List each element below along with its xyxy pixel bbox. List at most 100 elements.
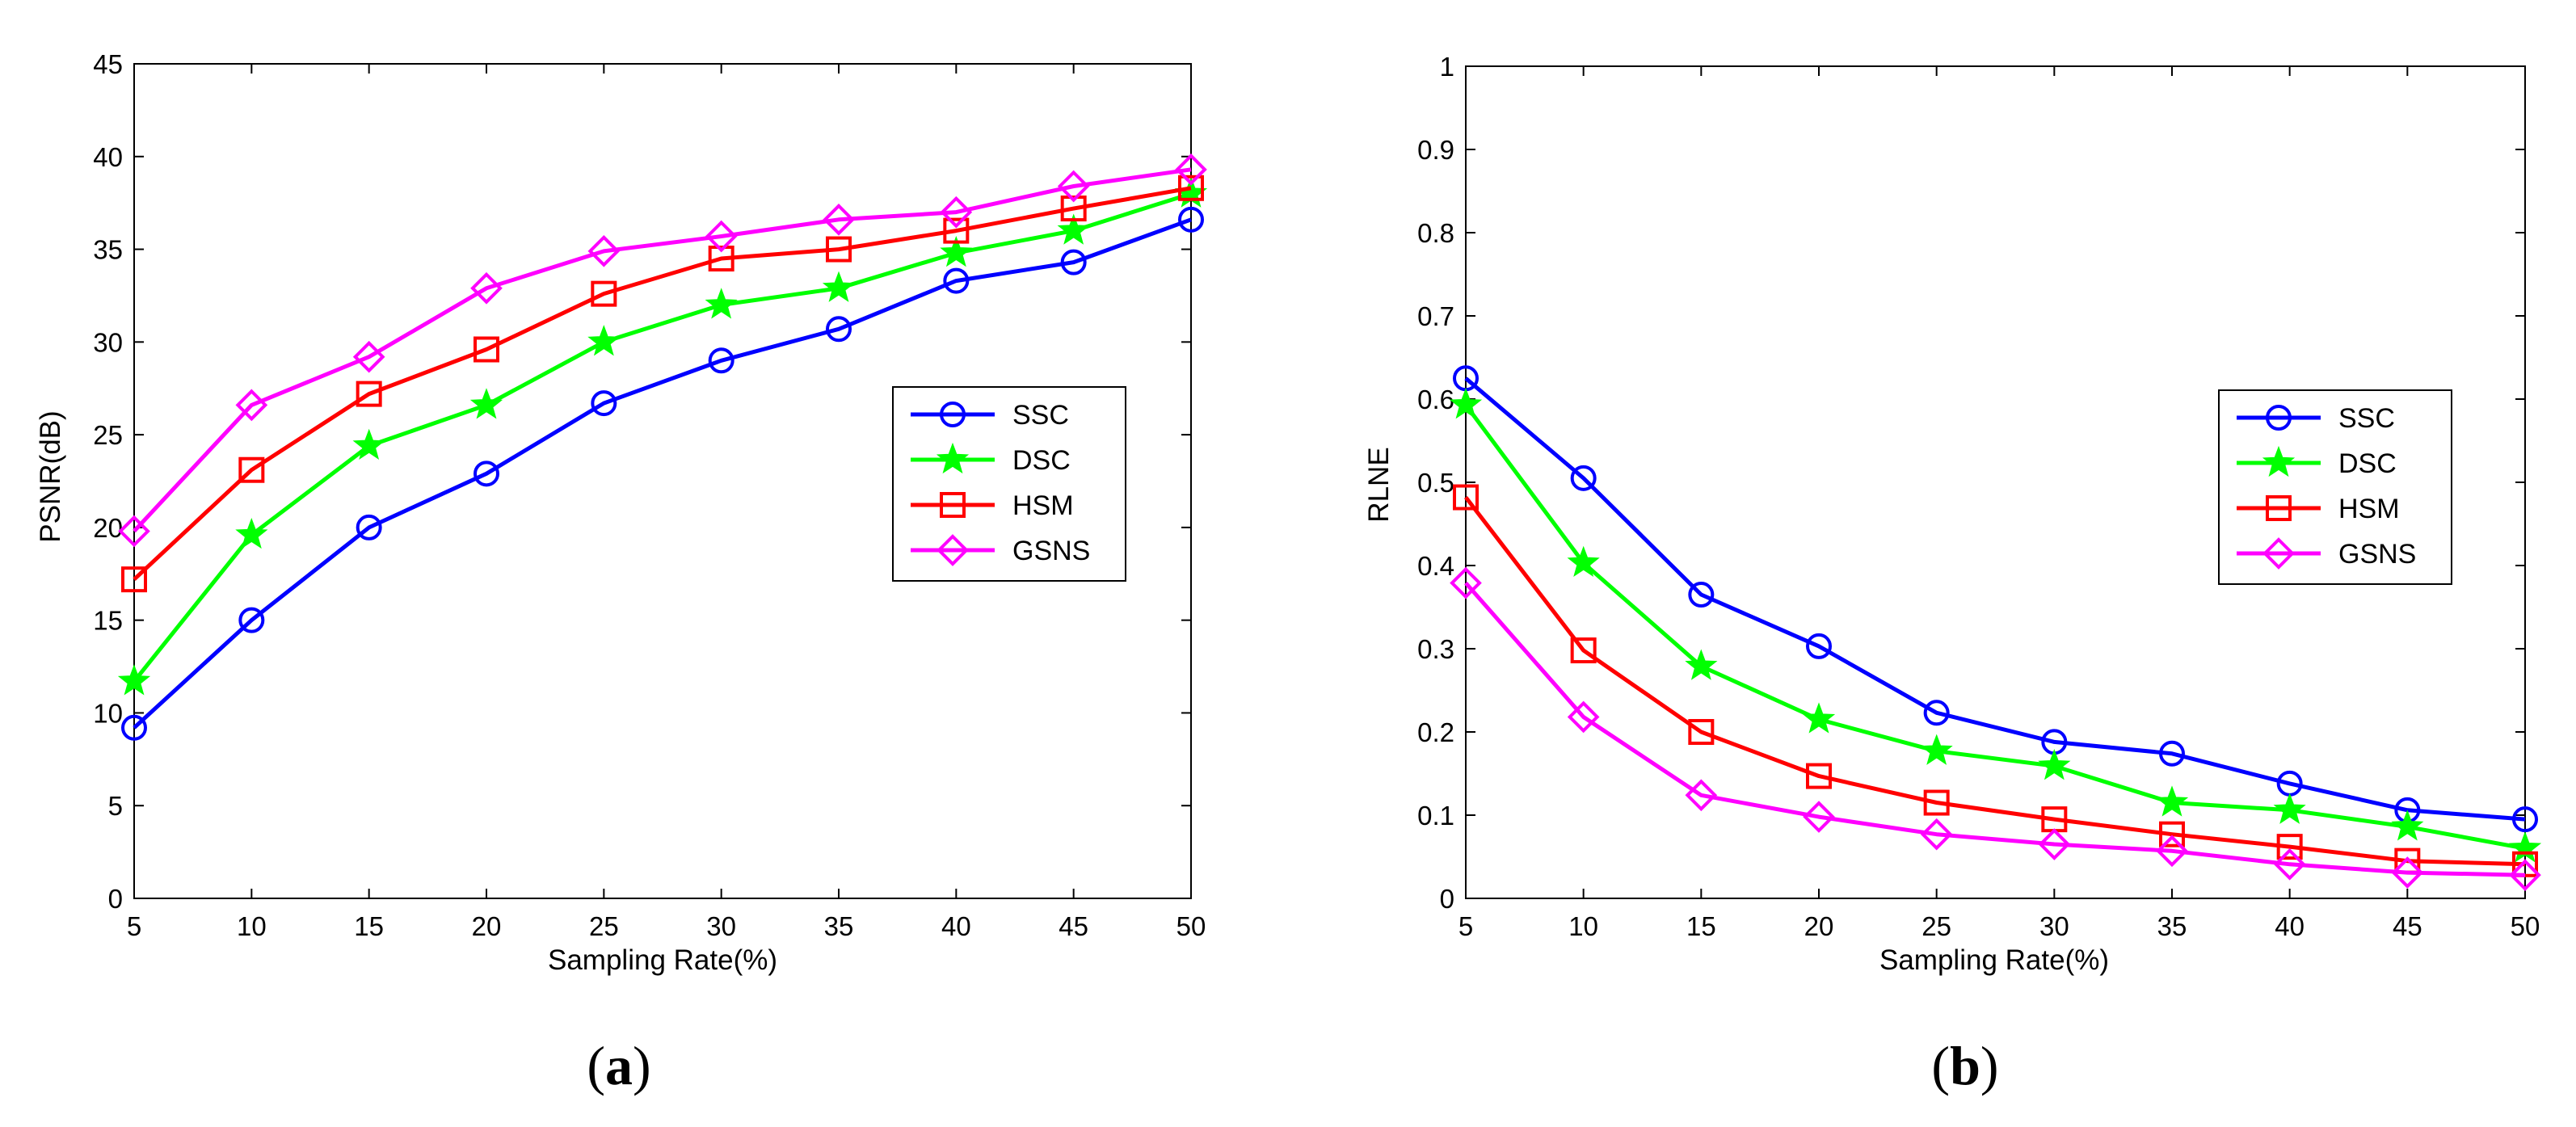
chart-b-legend-marker-ssc (2266, 405, 2292, 431)
chart-a-ytick-label: 0 (108, 884, 123, 914)
chart-a-data-point-ssc (121, 714, 147, 741)
chart-a-data-point-dsc (940, 235, 973, 267)
chart-a-data-point-ssc (708, 347, 734, 374)
chart-a-ytick-label: 5 (108, 791, 123, 821)
chart-a-data-point-ssc (238, 607, 265, 633)
chart-a-data-point-gsns (1057, 170, 1090, 203)
chart-a-data-point-hsm (826, 236, 852, 263)
chart-a-data-point-gsns (587, 235, 621, 267)
chart-b-data-point-ssc (1923, 700, 1950, 726)
chart-a-series-dsc (117, 176, 1208, 696)
chart-a-xtick-label: 35 (824, 911, 854, 941)
chart-a-data-point-hsm (708, 246, 734, 272)
chart-a-data-point-hsm (356, 381, 382, 407)
chart-b-ytick-label: 0 (1440, 884, 1454, 914)
chart-a-xtick-label: 50 (1176, 911, 1206, 941)
chart-a-data-point-gsns (940, 196, 973, 229)
chart-a-ytick-label: 40 (93, 142, 123, 172)
chart-b-legend-marker-hsm (2266, 495, 2292, 521)
chart-a-caption-open: ( (587, 1035, 605, 1096)
chart-b-series-gsns (1450, 566, 2541, 891)
chart-b-ytick-label: 0.1 (1417, 801, 1454, 831)
chart-b-data-point-hsm (1453, 484, 1479, 511)
chart-a-data-point-hsm (1060, 196, 1087, 222)
chart-b-caption-open: ( (1931, 1035, 1950, 1096)
chart-a-data-point-hsm (238, 456, 265, 483)
chart-a-ytick-label: 30 (93, 327, 123, 357)
chart-b-legend-marker-gsns (2262, 537, 2295, 570)
chart-b-data-point-hsm (2512, 851, 2538, 877)
chart-a-series-gsns (118, 153, 1207, 548)
chart-a-data-point-gsns (823, 203, 855, 236)
chart-a-caption-letter: a (605, 1035, 633, 1096)
chart-b-data-point-ssc (2512, 806, 2538, 833)
chart-a-xtick-label: 10 (237, 911, 267, 941)
chart-a-series-line-dsc (133, 191, 1192, 683)
chart-b-xtick-label: 10 (1568, 911, 1598, 941)
chart-a: 5 10 15 20 25 30 35 40 45 50051015202530354045Sam… (35, 49, 1208, 1096)
chart-b-xtick-label: 50 (2511, 911, 2540, 941)
chart-b-data-point-dsc (1567, 545, 1600, 578)
chart-a-series-line-hsm (133, 186, 1192, 582)
chart-b-series-dsc (1449, 388, 2542, 863)
chart-b-data-point-gsns (1920, 818, 1953, 851)
chart-b-data-point-dsc (2391, 810, 2424, 841)
chart-b-ytick-label: 1 (1440, 52, 1454, 82)
chart-a-series-ssc (121, 206, 1204, 741)
chart-a-data-point-gsns (352, 340, 385, 373)
chart-b-xtick-label: 25 (1921, 911, 1951, 941)
chart-b-data-point-dsc (1685, 649, 1718, 680)
chart-b-ytick-label: 0.6 (1417, 385, 1454, 414)
chart-b-data-point-dsc (2038, 749, 2071, 780)
chart-b-legend-marker-dsc (2262, 445, 2296, 477)
chart-a-legend-label-gsns: GSNS (1012, 536, 1090, 566)
chart-b-data-point-gsns (2391, 856, 2424, 889)
chart-a-series-line-gsns (133, 167, 1192, 533)
chart-a-legend-marker-dsc (936, 442, 970, 474)
chart-b-data-point-gsns (1450, 566, 1482, 599)
chart-b-xtick-label: 40 (2275, 911, 2305, 941)
chart-b-xtick-label: 20 (1804, 911, 1834, 941)
chart-a-ytick-label: 10 (93, 698, 123, 728)
chart-b-ytick-label: 0.9 (1417, 135, 1454, 165)
chart-a-data-point-hsm (1178, 175, 1204, 201)
chart-a-data-point-dsc (352, 428, 385, 460)
chart-b-data-point-dsc (1449, 388, 1483, 419)
chart-b-series-line-dsc (1463, 403, 2526, 851)
chart-b-legend-label-hsm: HSM (2338, 494, 2400, 524)
chart-b-xtick-label: 15 (1686, 911, 1716, 941)
chart-a-data-point-ssc (1178, 206, 1204, 233)
chart-b-ytick-label: 0.2 (1417, 717, 1454, 747)
chart-a-xtick-label: 15 (354, 911, 384, 941)
chart-b-data-point-gsns (2038, 828, 2071, 860)
chart-a-legend-marker-gsns (937, 534, 969, 566)
chart-b-data-point-hsm (1806, 763, 1832, 789)
chart-b-legend-label-ssc: SSC (2338, 403, 2395, 434)
chart-a-data-point-hsm (474, 336, 499, 363)
chart-a-series-hsm (121, 175, 1204, 593)
chart-b-series-line-hsm (1464, 495, 2526, 867)
chart-b-series-line-ssc (1464, 376, 2526, 822)
chart-b-data-point-ssc (1570, 465, 1597, 491)
chart-b: 5 10 15 20 25 30 35 40 45 50 0 0.1 0.2 0.3 0.4 0.5 0.6 0.… (1363, 52, 2542, 1096)
chart-a-xtick-label: 30 (706, 911, 736, 941)
chart-a-legend-label-hsm: HSM (1012, 490, 1074, 521)
chart-a-data-point-dsc (469, 388, 503, 419)
chart-a-data-point-dsc (235, 517, 268, 549)
chart-b-ytick-label: 0.8 (1417, 218, 1454, 248)
chart-a-xtick-label: 45 (1059, 911, 1088, 941)
chart-a-data-point-gsns (470, 271, 503, 305)
chart-a-caption: (a) (587, 1035, 650, 1096)
chart-a-data-point-hsm (121, 566, 147, 593)
chart-b-xtick-label: 5 (1458, 911, 1473, 941)
chart-a-data-point-ssc (826, 316, 852, 343)
chart-a-ytick-label: 45 (93, 49, 123, 79)
chart-b-data-point-gsns (2156, 835, 2188, 868)
chart-b-data-point-dsc (1920, 734, 1953, 765)
chart-a-legend-marker-hsm (940, 492, 966, 518)
chart-a-caption-close: ) (633, 1035, 651, 1096)
chart-b-data-point-gsns (1685, 779, 1718, 812)
chart-a-data-point-gsns (705, 220, 738, 253)
chart-b-data-point-gsns (2509, 859, 2541, 891)
chart-b-data-point-ssc (2159, 740, 2185, 767)
